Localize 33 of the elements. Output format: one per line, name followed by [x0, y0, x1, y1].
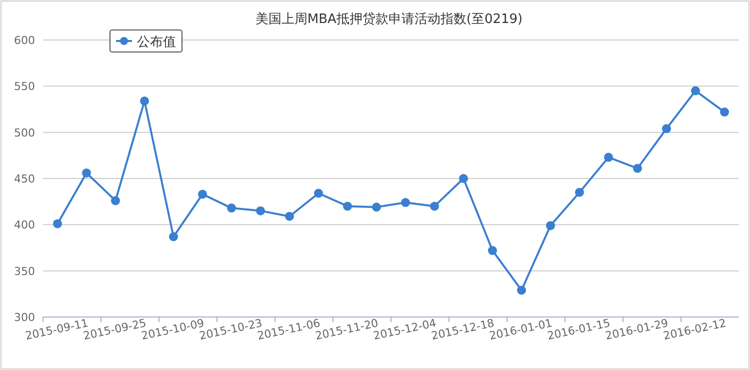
- chart-title: 美国上周MBA抵押贷款申请活动指数(至0219): [255, 11, 523, 27]
- point: [517, 286, 526, 295]
- point: [459, 174, 468, 183]
- y-tick-label: 550: [14, 80, 35, 94]
- point: [720, 108, 729, 117]
- point: [372, 202, 381, 212]
- point: [256, 206, 265, 216]
- y-tick-label: 300: [14, 311, 35, 324]
- point: [53, 219, 62, 228]
- point: [314, 188, 323, 198]
- point: [691, 86, 700, 96]
- legend-label: 公布值: [137, 35, 176, 50]
- y-tick-label: 450: [14, 172, 35, 186]
- point: [82, 168, 91, 178]
- point: [401, 198, 410, 208]
- point: [169, 232, 178, 242]
- y-tick-label: 400: [14, 218, 35, 232]
- point: [343, 202, 352, 211]
- y-tick-label: 600: [14, 34, 35, 47]
- point: [227, 204, 236, 213]
- point: [140, 96, 149, 106]
- y-tick-label: 500: [14, 126, 35, 140]
- point: [198, 190, 207, 199]
- point: [575, 188, 584, 197]
- point: [662, 124, 671, 134]
- y-tick-label: 350: [14, 264, 35, 278]
- point: [633, 164, 642, 173]
- point: [430, 202, 439, 211]
- point: [488, 246, 497, 256]
- point: [285, 212, 294, 221]
- point: [111, 196, 120, 206]
- point: [546, 221, 555, 230]
- point: [604, 152, 613, 162]
